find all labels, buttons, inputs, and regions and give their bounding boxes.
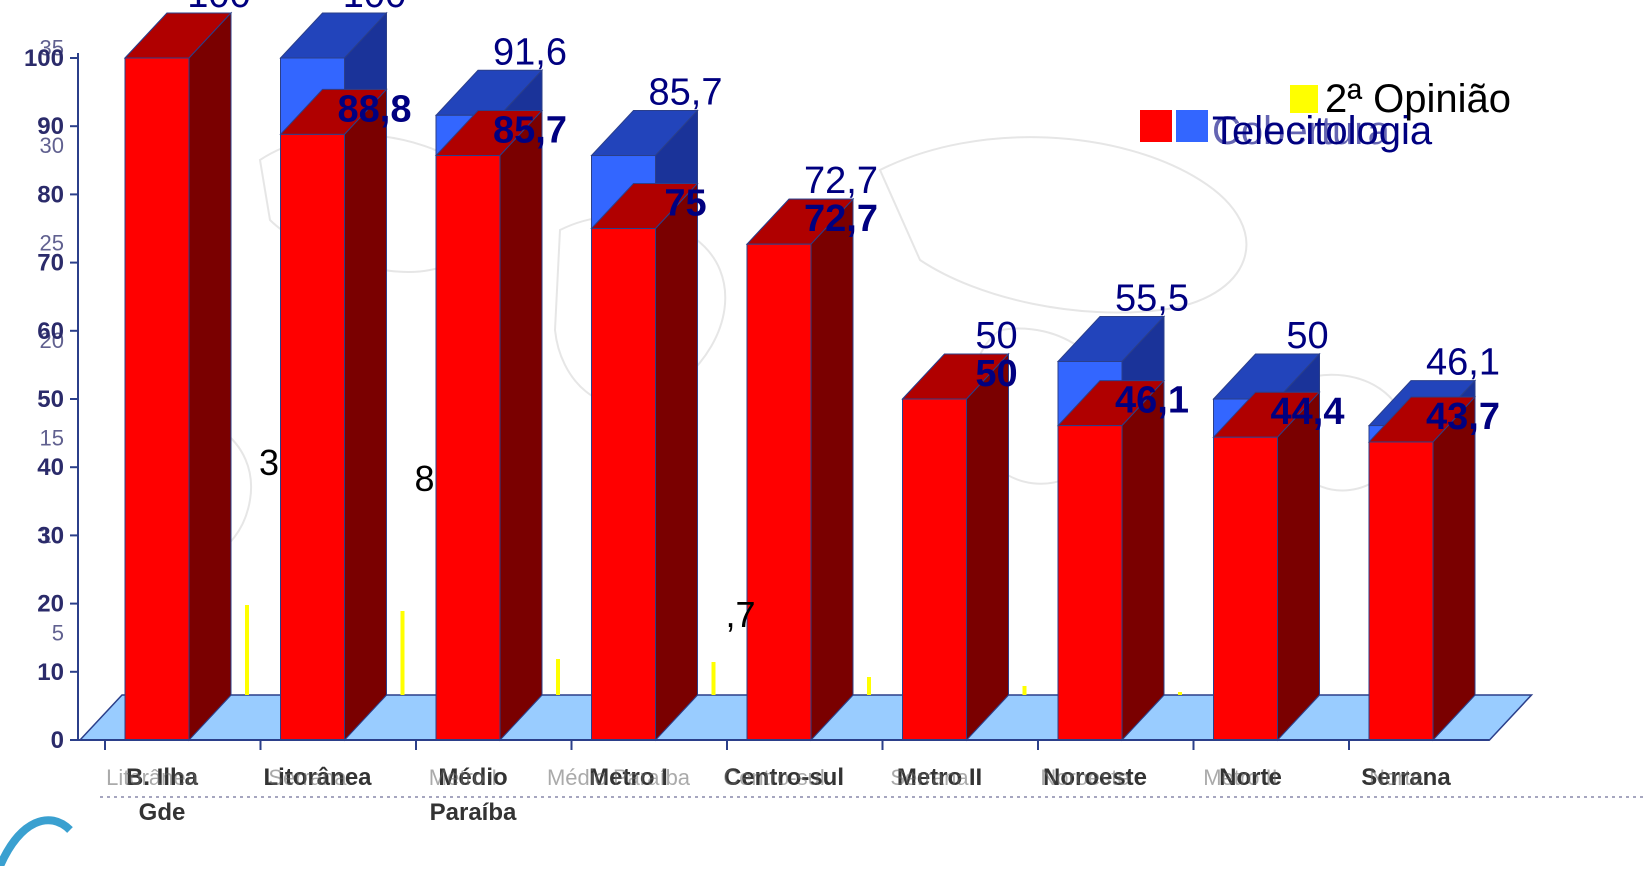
- value-labels-layer: 100310088,8891,685,785,775,772,772,75050…: [187, 0, 1500, 635]
- label-telecitologia-3: 75: [664, 183, 706, 225]
- map-outline-2: [878, 136, 1248, 314]
- bar-telecitologia-side-3: [655, 182, 698, 742]
- x-label-4: Centro-sul: [724, 764, 844, 791]
- bar-telecitologia-side-5: [966, 352, 1009, 742]
- legend-label-telecitologia: Telecitologia: [1212, 109, 1433, 153]
- y-tick-label-2: 20: [37, 591, 64, 618]
- x-ghost-label-3: Médio Paraíba: [547, 765, 691, 790]
- bar-telecitologia-side-4: [810, 197, 854, 742]
- label-telecitologia-5: 50: [975, 353, 1017, 395]
- label-segunda-opiniao-0: 3: [259, 442, 279, 483]
- logo-arc: [0, 816, 73, 868]
- label-cobertura-6: 55,5: [1115, 277, 1189, 319]
- label-cobertura-8: 46,1: [1426, 342, 1500, 384]
- legend-label-cobertura: Cobertura: [1212, 109, 1391, 153]
- label-cobertura-0: 100: [187, 0, 250, 16]
- x-ghost-label-1: Serrana: [268, 765, 347, 790]
- bar-segunda-opiniao-2: [556, 659, 560, 695]
- y-tick-label-1: 10: [37, 659, 64, 686]
- x-label-5: Metro II: [897, 764, 982, 791]
- y-ghost-tick-label-6: 35: [40, 36, 64, 61]
- y-ghost-tick-label-0: 5: [52, 621, 64, 646]
- y-ghost-tick-label-5: 30: [40, 133, 64, 158]
- y-tick-label-4: 40: [37, 454, 64, 481]
- bar-telecitologia-4: [746, 243, 812, 741]
- label-cobertura-7: 50: [1286, 315, 1328, 357]
- bar-segunda-opiniao-4: [867, 677, 871, 695]
- x-ghost-label-4: Centro-sul: [723, 765, 824, 790]
- y-axis: 0 10 20 30 40 50 60 70 80 90 100 5 10 15 20 25 30 35: [24, 36, 1490, 754]
- y-ghost-tick-label-4: 25: [40, 231, 64, 256]
- label-cobertura-3: 85,7: [649, 72, 723, 114]
- bar-telecitologia-7: [1213, 436, 1278, 741]
- x-ghost-label-7: Metro II: [1203, 765, 1278, 790]
- bar-segunda-opiniao-0: [245, 605, 249, 695]
- label-segunda-opiniao-1: 8: [415, 458, 435, 499]
- x-label-7: Norte: [1219, 764, 1282, 791]
- label-telecitologia-4: 72,7: [804, 198, 878, 240]
- legend-label-segunda-opiniao: 2ª Opinião: [1325, 77, 1511, 121]
- label-telecitologia-6: 46,1: [1115, 380, 1189, 422]
- bar-telecitologia-5: [902, 398, 967, 741]
- x-label-2: Médio: [438, 764, 507, 791]
- x-ghost-label-6: Noroeste: [1040, 765, 1129, 790]
- y-tick-label-3: 30: [37, 522, 64, 549]
- y-tick-label-8: 80: [37, 181, 64, 208]
- bar-telecitologia-3: [591, 228, 656, 741]
- x-label-1: Litorânea: [263, 764, 372, 791]
- bar-telecitologia-1: [280, 133, 345, 741]
- y-tick-label-5: 50: [37, 386, 64, 413]
- bar-telecitologia-side-6: [1121, 379, 1165, 742]
- y-tick-label-6: 60: [37, 318, 64, 345]
- bar-telecitologia-side-8: [1432, 395, 1476, 742]
- bar-segunda-opiniao-1: [400, 611, 405, 695]
- x-ghost-label-5: Serrana: [890, 765, 969, 790]
- label-telecitologia-7: 44,4: [1271, 391, 1345, 433]
- bar-segunda-opiniao-3: [711, 662, 716, 695]
- y-ghost-tick-label-1: 10: [40, 523, 64, 548]
- label-cobertura-1: 100: [343, 0, 406, 16]
- label-telecitologia-1: 88,8: [338, 88, 412, 130]
- label-cobertura-2: 91,6: [493, 31, 567, 73]
- bar-segunda-opiniao-5: [1022, 686, 1027, 695]
- y-tick-label-10: 100: [24, 45, 64, 72]
- bar-telecitologia-side-1: [344, 88, 387, 742]
- bar-telecitologia-side-2: [499, 109, 543, 742]
- bars-layer: [123, 11, 1477, 742]
- legend-swatch-telecitologia: [1140, 110, 1172, 142]
- bar-telecitologia-0: [124, 57, 190, 741]
- y-ghost-tick-label-2: 15: [40, 426, 64, 451]
- bar-segunda-opiniao-6: [1178, 692, 1182, 695]
- y-tick-label-0: 0: [51, 727, 64, 754]
- bar-telecitologia-8: [1368, 441, 1434, 741]
- y-tick-label-7: 70: [37, 250, 64, 277]
- x-ghost-label-8: Norte: [1369, 765, 1423, 790]
- bar-telecitologia-2: [435, 155, 501, 741]
- y-ghost-tick-label-3: 20: [40, 328, 64, 353]
- legend-swatch-segunda-opiniao: [1290, 85, 1318, 113]
- footer-decoration: [0, 796, 1643, 868]
- label-telecitologia-8: 43,7: [1426, 396, 1500, 438]
- x-label-0: B. Ilha: [126, 764, 199, 791]
- label-telecitologia-2: 85,7: [493, 110, 567, 152]
- x-ghost-label-2: Metro I: [429, 765, 497, 790]
- x-label-line2-2: Paraíba: [430, 799, 517, 826]
- label-segunda-opiniao-3: ,7: [726, 594, 756, 635]
- x-label-line2-0: Gde: [139, 799, 186, 826]
- x-ghost-label-0: Litorânea: [106, 765, 199, 790]
- y-tick-label-9: 90: [37, 113, 64, 140]
- bar-telecitologia-side-0: [188, 11, 232, 742]
- bar-telecitologia-side-7: [1277, 390, 1320, 742]
- legend-swatch-cobertura: [1176, 110, 1208, 142]
- x-label-3: Metro I: [589, 764, 668, 791]
- x-label-8: Serrana: [1361, 764, 1451, 791]
- x-label-6: Noroeste: [1043, 764, 1147, 791]
- label-cobertura-5: 50: [975, 315, 1017, 357]
- label-cobertura-4: 72,7: [804, 160, 878, 202]
- bar-telecitologia-6: [1057, 425, 1123, 741]
